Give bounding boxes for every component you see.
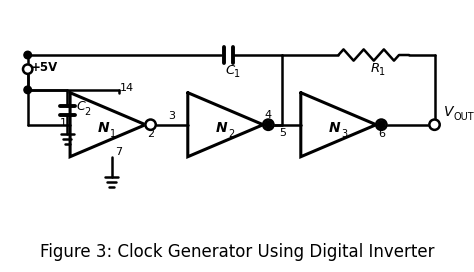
Text: C: C [76,100,85,113]
Text: 1: 1 [234,69,240,79]
Text: 7: 7 [116,147,123,157]
Circle shape [263,119,273,130]
Text: 1: 1 [110,129,117,139]
Circle shape [376,119,386,130]
Circle shape [24,51,31,59]
Circle shape [429,119,440,130]
Text: 1: 1 [379,67,385,77]
Text: 6: 6 [378,129,385,139]
Text: N: N [216,122,228,135]
Text: Figure 3: Clock Generator Using Digital Inverter: Figure 3: Clock Generator Using Digital … [39,243,434,261]
Text: 14: 14 [119,83,134,93]
Text: N: N [329,122,340,135]
Text: OUT: OUT [453,112,474,122]
Text: N: N [98,122,110,135]
Text: 2: 2 [147,129,154,139]
Text: C: C [226,64,235,77]
Text: 3: 3 [168,111,175,121]
Text: R: R [371,62,380,75]
Text: 2: 2 [228,129,234,139]
Text: 1: 1 [60,118,67,128]
Text: 3: 3 [341,129,347,139]
Circle shape [23,64,32,74]
Circle shape [264,121,272,128]
Circle shape [24,86,31,94]
Circle shape [146,119,156,130]
Text: V: V [444,104,454,119]
Text: 4: 4 [265,110,272,120]
Text: +5V: +5V [31,61,58,74]
Circle shape [378,121,385,128]
Text: 5: 5 [279,128,286,138]
Text: 2: 2 [84,107,90,116]
